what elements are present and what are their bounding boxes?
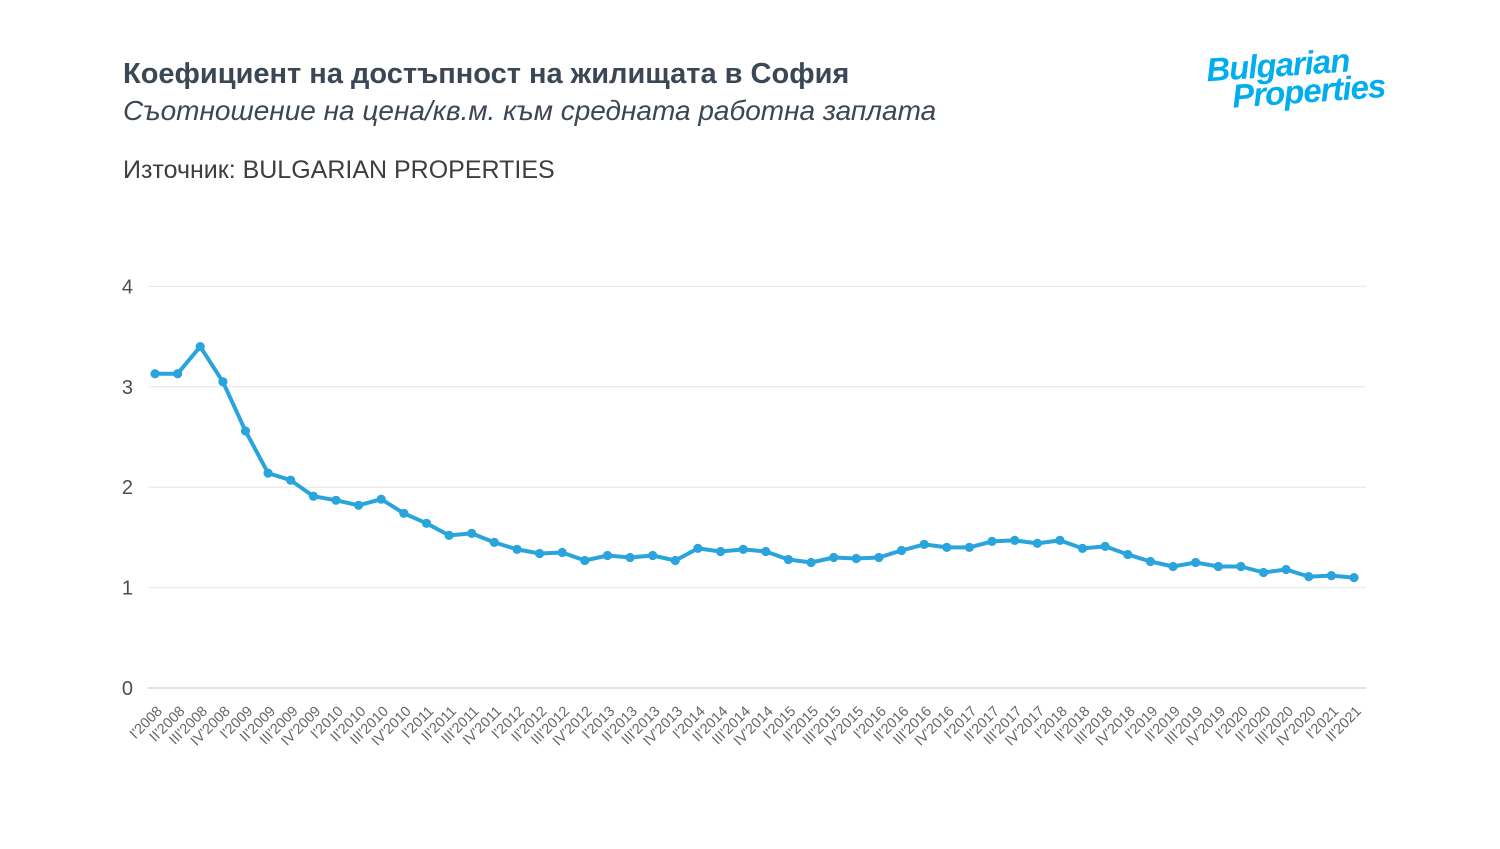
bulgarian-properties-logo: Bulgarian Properties (1205, 38, 1449, 114)
data-point[interactable] (648, 550, 658, 561)
data-point[interactable] (874, 552, 884, 563)
data-point[interactable] (602, 550, 613, 561)
data-point[interactable] (919, 539, 929, 549)
data-point[interactable] (987, 536, 997, 546)
data-point[interactable] (557, 547, 567, 558)
data-point[interactable] (829, 552, 839, 563)
data-point[interactable] (512, 544, 522, 554)
data-point[interactable] (1010, 535, 1020, 545)
data-point[interactable] (1349, 573, 1359, 583)
y-axis-tick-label: 4 (122, 276, 133, 298)
data-point[interactable] (942, 542, 952, 552)
y-axis-tick-label: 0 (122, 678, 133, 700)
source-label: Източник: BULGARIAN PROPERTIES (123, 155, 555, 184)
series-line (153, 344, 1356, 580)
data-point[interactable] (1055, 535, 1065, 545)
data-point[interactable] (1191, 557, 1201, 568)
data-point[interactable] (580, 555, 590, 566)
data-point[interactable] (1123, 549, 1133, 560)
data-point[interactable] (1236, 561, 1246, 572)
data-point[interactable] (1304, 572, 1314, 582)
affordability-line-chart: 01234I'2008II'2008III'2008IV'2008I'2009I… (122, 276, 1366, 749)
data-point[interactable] (761, 546, 771, 557)
data-point[interactable] (354, 500, 364, 510)
data-point[interactable] (1281, 564, 1291, 575)
data-point[interactable] (421, 518, 432, 528)
data-point[interactable] (806, 557, 816, 568)
page-subtitle: Съотношение на цена/кв.м. към средната р… (123, 95, 937, 127)
data-point[interactable] (896, 545, 907, 556)
data-point[interactable] (625, 552, 635, 563)
data-point[interactable] (467, 528, 477, 538)
data-point[interactable] (783, 554, 794, 565)
y-axis-tick-label: 2 (122, 477, 133, 499)
data-point[interactable] (670, 555, 680, 566)
data-point[interactable] (444, 530, 454, 540)
data-point[interactable] (376, 494, 386, 504)
data-point[interactable] (286, 475, 296, 485)
chart-header: Коефициент на достъпност на жилищата в С… (123, 58, 1123, 185)
data-point[interactable] (1168, 561, 1178, 572)
data-point[interactable] (964, 542, 975, 552)
data-point[interactable] (1326, 571, 1336, 581)
data-point[interactable] (1100, 541, 1110, 551)
data-point[interactable] (263, 468, 273, 478)
data-point[interactable] (1213, 561, 1223, 572)
y-axis-tick-label: 3 (122, 377, 133, 399)
data-point[interactable] (399, 508, 409, 518)
data-point[interactable] (173, 369, 183, 379)
data-point[interactable] (489, 537, 499, 547)
data-point[interactable] (150, 369, 160, 379)
data-point[interactable] (738, 544, 748, 554)
data-point[interactable] (195, 342, 205, 352)
data-point[interactable] (1258, 567, 1269, 578)
data-point[interactable] (693, 543, 703, 553)
data-point[interactable] (240, 426, 251, 436)
data-point[interactable] (716, 546, 726, 557)
chart-area: 0 1 2 3 4 I'2008 II'2008 III'2008 IV'2008 I'2009 I… (0, 250, 1500, 844)
page-title: Коефициент на достъпност на жилищата в С… (123, 58, 850, 90)
data-point[interactable] (851, 553, 861, 564)
data-point[interactable] (1077, 543, 1088, 553)
data-point[interactable] (331, 495, 341, 505)
y-axis-tick-label: 1 (122, 578, 133, 600)
data-point[interactable] (218, 377, 228, 387)
data-point[interactable] (1032, 538, 1042, 548)
data-point[interactable] (308, 491, 318, 501)
data-point[interactable] (535, 548, 545, 559)
data-point[interactable] (1145, 556, 1155, 567)
